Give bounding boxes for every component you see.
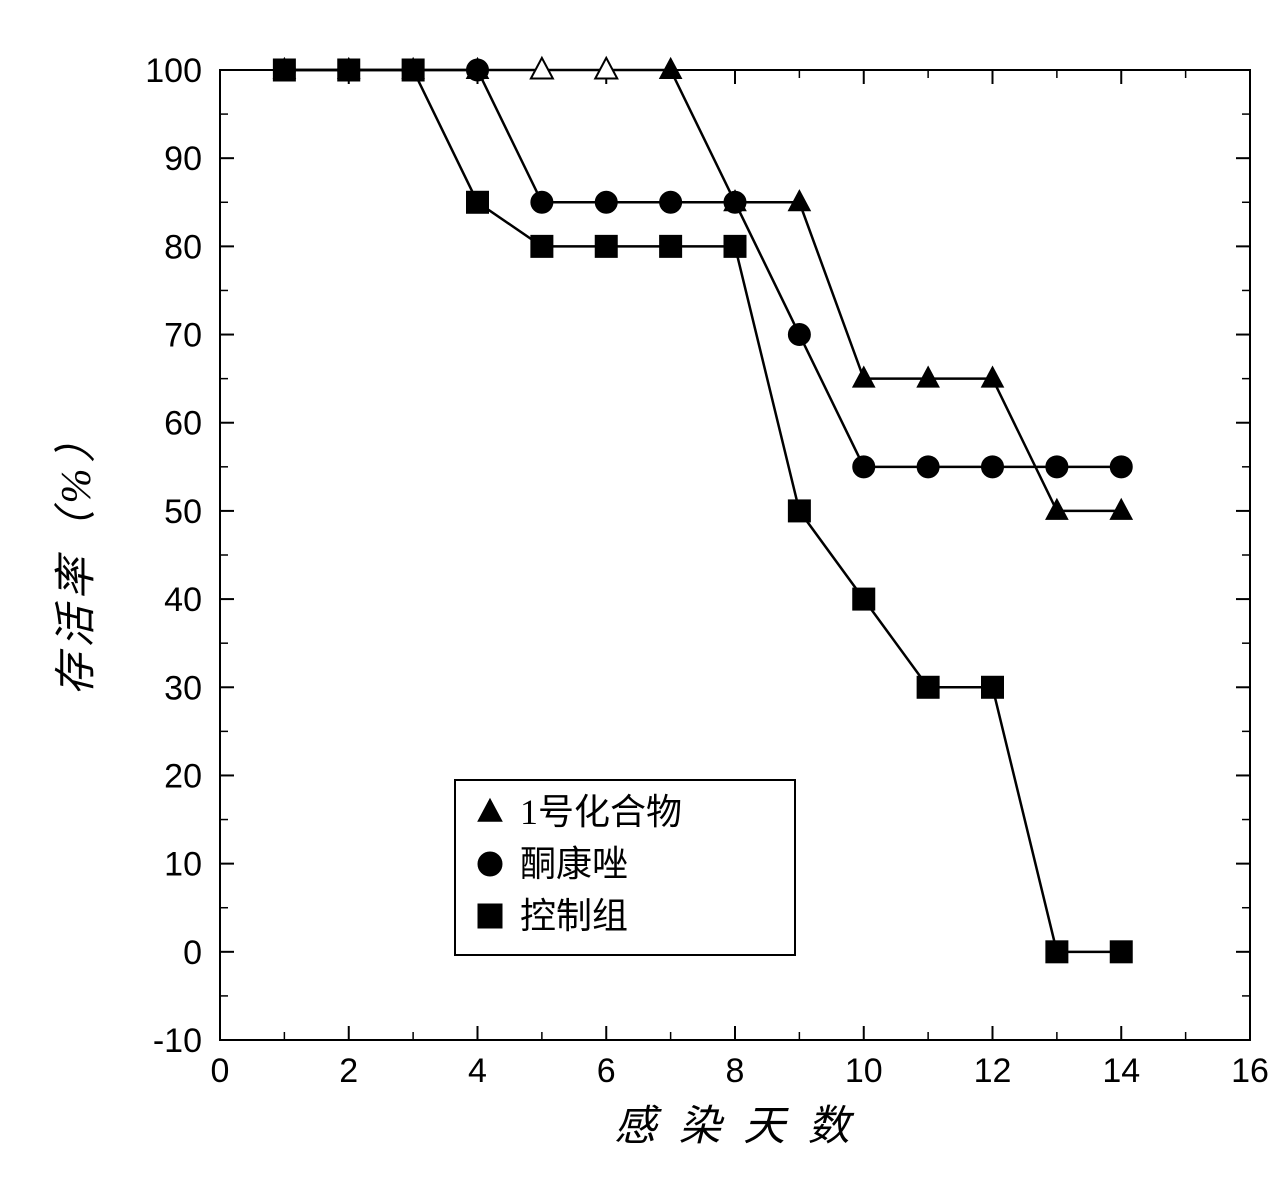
marker-ketoconazole	[917, 456, 939, 478]
marker-control	[338, 59, 360, 81]
marker-control	[853, 588, 875, 610]
marker-control	[1110, 941, 1132, 963]
marker-control	[467, 191, 489, 213]
marker-ketoconazole	[1110, 456, 1132, 478]
marker-compound1	[982, 367, 1004, 388]
legend-label-control: 控制组	[520, 896, 628, 936]
marker-control	[402, 59, 424, 81]
marker-control	[724, 235, 746, 257]
y-tick-label: 90	[164, 140, 202, 178]
marker-control	[595, 235, 617, 257]
marker-compound1	[917, 367, 939, 388]
marker-compound1	[788, 190, 810, 211]
x-tick-label: 6	[597, 1052, 616, 1090]
series-ketoconazole	[284, 70, 1121, 467]
marker-ketoconazole	[531, 191, 553, 213]
marker-control	[788, 500, 810, 522]
y-axis-title: 存活率（%）	[54, 415, 100, 696]
x-tick-label: 10	[845, 1052, 883, 1090]
legend-label-ketoconazole: 酮康唑	[520, 844, 628, 884]
x-axis-title: 感 染 天 数	[614, 1104, 856, 1150]
marker-ketoconazole	[788, 324, 810, 346]
y-tick-label: 70	[164, 317, 202, 355]
series-compound1	[284, 70, 1121, 511]
marker-ketoconazole	[595, 191, 617, 213]
x-tick-label: 2	[339, 1052, 358, 1090]
y-tick-label: 50	[164, 493, 202, 531]
x-tick-label: 8	[726, 1052, 745, 1090]
y-tick-label: 40	[164, 581, 202, 619]
x-tick-label: 14	[1102, 1052, 1140, 1090]
chart-svg: 0246810121416-100102030405060708090100感 …	[20, 20, 1274, 1184]
survival-chart: 0246810121416-100102030405060708090100感 …	[20, 20, 1274, 1184]
marker-control	[531, 235, 553, 257]
y-tick-label: 10	[164, 846, 202, 884]
marker-compound1	[595, 58, 617, 79]
x-tick-label: 4	[468, 1052, 487, 1090]
marker-control	[982, 676, 1004, 698]
x-tick-label: 0	[211, 1052, 230, 1090]
marker-control	[917, 676, 939, 698]
y-tick-label: 20	[164, 757, 202, 795]
marker-control	[660, 235, 682, 257]
y-tick-label: 60	[164, 405, 202, 443]
marker-ketoconazole	[982, 456, 1004, 478]
marker-ketoconazole	[467, 59, 489, 81]
marker-compound1	[531, 58, 553, 79]
marker-ketoconazole	[660, 191, 682, 213]
marker-ketoconazole	[853, 456, 875, 478]
y-tick-label: -10	[153, 1022, 202, 1060]
marker-ketoconazole	[1046, 456, 1068, 478]
marker-compound1	[1110, 499, 1132, 520]
marker-control	[273, 59, 295, 81]
y-tick-label: 0	[183, 934, 202, 972]
y-tick-label: 100	[145, 52, 202, 90]
marker-control	[1046, 941, 1068, 963]
marker-ketoconazole	[724, 191, 746, 213]
legend-label-compound1: 1号化合物	[520, 792, 682, 832]
marker-compound1	[853, 367, 875, 388]
y-tick-label: 30	[164, 669, 202, 707]
marker-compound1	[1046, 499, 1068, 520]
x-tick-label: 12	[974, 1052, 1012, 1090]
y-tick-label: 80	[164, 228, 202, 266]
marker-compound1	[660, 58, 682, 79]
x-tick-label: 16	[1231, 1052, 1269, 1090]
